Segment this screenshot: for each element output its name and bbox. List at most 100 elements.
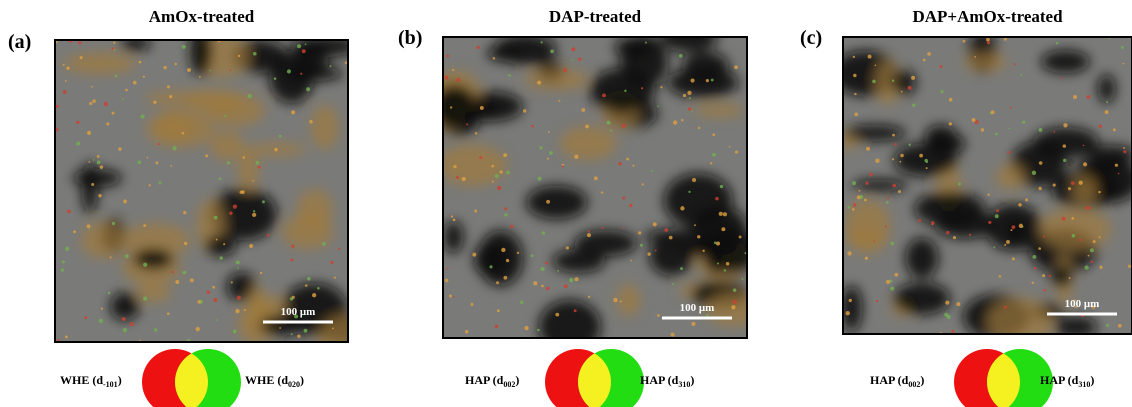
- speckle: [1118, 324, 1122, 328]
- speckle: [1032, 282, 1034, 284]
- speckle: [622, 124, 626, 128]
- scale-label: 100 μm: [281, 306, 316, 318]
- pore: [432, 84, 476, 129]
- speckle: [712, 133, 715, 136]
- speckle: [1039, 128, 1043, 132]
- legend-label: WHE (d-101): [60, 373, 122, 389]
- speckle: [574, 155, 578, 159]
- speckle: [274, 148, 278, 152]
- speckle: [63, 90, 67, 94]
- speckle: [712, 153, 716, 157]
- speckle: [562, 165, 564, 167]
- speckle: [57, 339, 59, 341]
- speckle: [330, 261, 333, 264]
- speckle: [500, 170, 503, 173]
- speckle: [664, 228, 668, 232]
- speckle: [106, 122, 109, 125]
- legend-label: HAP (d002): [465, 373, 519, 389]
- speckle: [717, 263, 719, 265]
- speckle: [266, 234, 269, 237]
- speckle: [304, 329, 308, 333]
- speckle: [852, 181, 856, 185]
- speckle: [445, 279, 449, 283]
- speckle: [681, 119, 683, 121]
- speckle: [688, 191, 690, 193]
- speckle: [698, 127, 700, 129]
- speckle: [231, 281, 233, 283]
- speckle: [167, 312, 170, 315]
- speckle: [508, 74, 511, 77]
- speckle: [306, 87, 310, 91]
- speckle: [338, 248, 340, 250]
- speckle: [238, 55, 240, 57]
- pore: [905, 238, 938, 279]
- speckle: [548, 131, 550, 133]
- pore: [1008, 220, 1026, 245]
- speckle: [158, 181, 161, 184]
- speckle: [894, 143, 897, 146]
- speckle: [1069, 277, 1071, 279]
- speckle: [999, 275, 1002, 278]
- speckle: [495, 174, 499, 178]
- speckle: [868, 55, 872, 59]
- speckle: [1085, 265, 1089, 269]
- speckle: [216, 319, 218, 321]
- speckle: [988, 221, 991, 224]
- speckle: [993, 246, 995, 248]
- pore: [894, 283, 950, 315]
- speckle: [241, 190, 245, 194]
- speckle: [986, 38, 990, 42]
- panel: DAP+AmOx-treated(c)100 μmHAP (d002)HAP (…: [800, 7, 1132, 407]
- speckle: [981, 128, 985, 132]
- particle: [560, 126, 616, 160]
- speckle: [1010, 107, 1012, 109]
- legend-end: ): [690, 373, 694, 387]
- speckle: [155, 161, 158, 164]
- speckle: [65, 80, 67, 82]
- figure: AmOx-treated(a)100 μmWHE (d-101)WHE (d02…: [0, 0, 1132, 407]
- speckle: [720, 185, 723, 188]
- speckle: [869, 173, 872, 176]
- speckle: [651, 170, 653, 172]
- speckle: [115, 74, 118, 77]
- speckle: [926, 167, 928, 169]
- speckle: [601, 227, 603, 229]
- speckle: [236, 260, 240, 264]
- pore: [205, 234, 236, 256]
- pore: [539, 300, 601, 354]
- legend-text: WHE (d: [245, 373, 288, 387]
- speckle: [1053, 131, 1055, 133]
- speckle: [183, 211, 186, 214]
- speckle: [692, 178, 696, 182]
- speckle: [503, 276, 507, 280]
- speckle: [640, 244, 643, 247]
- speckle: [588, 296, 590, 298]
- speckle: [167, 85, 170, 88]
- legend-end: ): [118, 373, 122, 387]
- speckle: [123, 200, 127, 204]
- speckle: [1099, 266, 1102, 269]
- speckle: [99, 319, 103, 323]
- speckle: [223, 243, 225, 245]
- speckle: [566, 246, 569, 249]
- speckle: [624, 90, 626, 92]
- speckle: [291, 333, 293, 335]
- speckle: [715, 197, 719, 201]
- speckle: [866, 147, 870, 151]
- pore: [190, 24, 212, 76]
- speckle: [940, 90, 943, 93]
- speckle: [1072, 234, 1075, 237]
- speckle: [691, 111, 693, 113]
- speckle: [62, 260, 65, 263]
- speckle: [683, 94, 686, 97]
- speckle: [1006, 240, 1010, 244]
- speckle: [496, 281, 499, 284]
- speckle: [187, 68, 191, 72]
- speckle: [539, 146, 542, 149]
- speckle: [924, 159, 927, 162]
- speckle: [1025, 198, 1028, 201]
- speckle: [995, 214, 999, 218]
- speckle: [1098, 191, 1100, 193]
- speckle: [1004, 306, 1007, 309]
- speckle: [209, 70, 211, 72]
